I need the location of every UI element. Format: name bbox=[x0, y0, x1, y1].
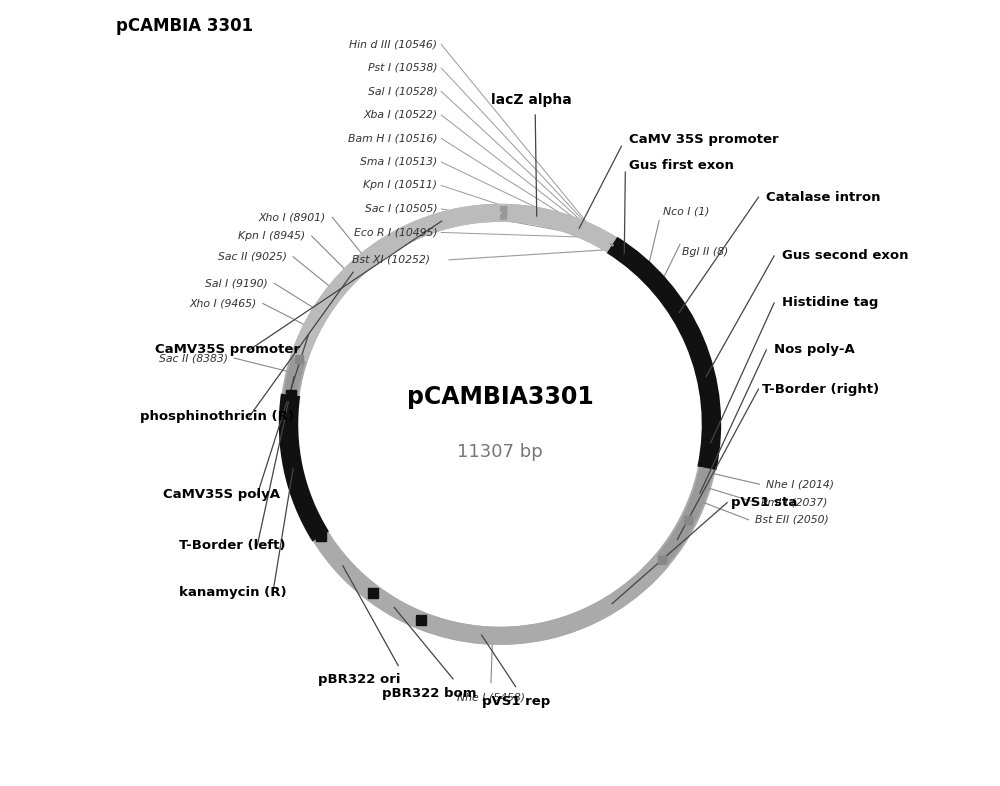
Text: Kpn I (10511): Kpn I (10511) bbox=[363, 181, 437, 190]
Text: Xba I (10522): Xba I (10522) bbox=[363, 110, 437, 120]
Text: Gus second exon: Gus second exon bbox=[782, 249, 908, 263]
Text: Bam H I (10516): Bam H I (10516) bbox=[348, 134, 437, 144]
Text: pBR322 bom: pBR322 bom bbox=[382, 687, 477, 700]
Text: CaMV35S polyA: CaMV35S polyA bbox=[163, 488, 280, 501]
Text: Sac II (9025): Sac II (9025) bbox=[218, 252, 287, 262]
Text: pVS1 sta: pVS1 sta bbox=[731, 496, 797, 509]
Text: Xho I (9465): Xho I (9465) bbox=[189, 299, 256, 308]
Text: pCAMBIA3301: pCAMBIA3301 bbox=[407, 385, 593, 409]
Text: Sma I (10513): Sma I (10513) bbox=[360, 157, 437, 167]
Text: Bst EII (2050): Bst EII (2050) bbox=[755, 515, 829, 525]
Text: kanamycin (R): kanamycin (R) bbox=[179, 586, 287, 599]
Text: Nhe I (2014): Nhe I (2014) bbox=[766, 479, 834, 489]
Text: Nhe I (5458): Nhe I (5458) bbox=[457, 692, 525, 702]
Text: Sac I (10505): Sac I (10505) bbox=[365, 204, 437, 214]
Text: lacZ alpha: lacZ alpha bbox=[491, 93, 572, 107]
Text: T-Border (left): T-Border (left) bbox=[179, 539, 285, 553]
Text: T-Border (right): T-Border (right) bbox=[762, 383, 880, 395]
Text: Sal I (10528): Sal I (10528) bbox=[368, 86, 437, 97]
Text: phosphinothricin (R): phosphinothricin (R) bbox=[140, 410, 294, 423]
Text: Histidine tag: Histidine tag bbox=[782, 296, 878, 310]
Text: Hin d III (10546): Hin d III (10546) bbox=[349, 39, 437, 50]
Text: 11307 bp: 11307 bp bbox=[457, 443, 543, 461]
Text: Sal I (9190): Sal I (9190) bbox=[205, 278, 268, 288]
Text: Catalase intron: Catalase intron bbox=[766, 191, 881, 204]
Text: Nos poly-A: Nos poly-A bbox=[774, 343, 855, 356]
Text: CaMV 35S promoter: CaMV 35S promoter bbox=[629, 134, 779, 146]
Text: pBR322 ori: pBR322 ori bbox=[318, 674, 400, 686]
Text: CaMV35S promoter: CaMV35S promoter bbox=[155, 343, 300, 356]
Text: Pml I (2037): Pml I (2037) bbox=[761, 498, 827, 507]
Text: Nco I (1): Nco I (1) bbox=[663, 207, 709, 217]
Text: Xho I (8901): Xho I (8901) bbox=[259, 212, 326, 222]
Text: Sac II (8383): Sac II (8383) bbox=[159, 353, 228, 363]
Text: Bst XI (10252): Bst XI (10252) bbox=[352, 255, 430, 265]
Text: Bgl II (8): Bgl II (8) bbox=[682, 247, 729, 257]
Text: Kpn I (8945): Kpn I (8945) bbox=[238, 231, 305, 241]
Text: pCAMBIA 3301: pCAMBIA 3301 bbox=[116, 17, 253, 35]
Text: Eco R I (10495): Eco R I (10495) bbox=[354, 227, 437, 237]
Text: Pst I (10538): Pst I (10538) bbox=[368, 63, 437, 73]
Text: pVS1 rep: pVS1 rep bbox=[482, 695, 550, 707]
Text: Gus first exon: Gus first exon bbox=[629, 159, 734, 172]
